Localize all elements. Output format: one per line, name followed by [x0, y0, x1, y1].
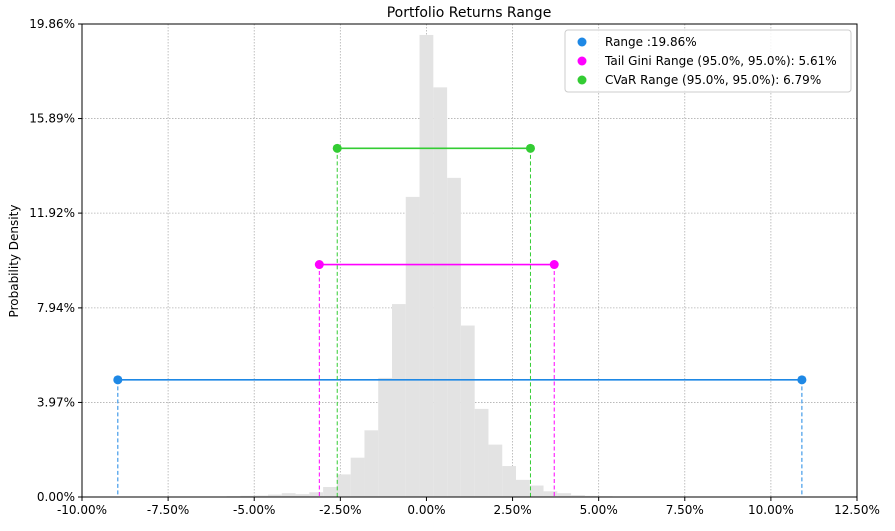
histogram-bar: [240, 495, 255, 497]
histogram-bar: [447, 177, 461, 497]
axes: -10.00% -7.50% -5.00% -2.50% 0.00% 2.50% 5.00%…: [29, 17, 880, 517]
histogram-bar: [336, 474, 351, 497]
y-tick-label: 11.92%: [29, 206, 75, 220]
histogram-bar: [268, 494, 282, 497]
legend-box: [564, 29, 852, 93]
legend-entry-label: CVaR Range (95.0%, 95.0%): 6.79%: [605, 73, 821, 87]
histogram-bar: [254, 495, 268, 497]
legend-marker: [577, 37, 587, 47]
x-tick-label: 5.00%: [580, 503, 618, 517]
range-endpoint-marker: [314, 260, 324, 270]
range-endpoint-marker: [113, 375, 123, 385]
y-tick-label: 15.89%: [29, 112, 75, 126]
histogram-bar: [571, 495, 585, 497]
x-tick-label: 7.50%: [666, 503, 704, 517]
histogram-bar: [488, 444, 503, 497]
range-endpoint-marker: [525, 143, 535, 153]
histogram-bar: [295, 494, 310, 497]
x-tick-label: 10.00%: [748, 503, 794, 517]
legend: Range :19.86% Tail Gini Range (95.0%, 95.…: [564, 29, 852, 93]
x-tick-label: 0.00%: [407, 503, 445, 517]
histogram-bar: [281, 493, 296, 497]
histogram-bar: [405, 196, 420, 497]
y-tick-label: 3.97%: [37, 395, 75, 409]
y-tick-label: 19.86%: [29, 17, 75, 31]
histogram-bar: [392, 304, 406, 497]
histogram-bar: [516, 479, 530, 497]
x-tick-label: -2.50%: [319, 503, 361, 517]
histogram: [212, 34, 613, 497]
histogram-bar: [364, 430, 379, 497]
histogram-bar: [460, 325, 475, 497]
x-tick-label: -7.50%: [147, 503, 189, 517]
y-axis-label: Probability Density: [7, 205, 21, 318]
histogram-bar: [323, 486, 337, 497]
histogram-bar: [309, 492, 324, 497]
range-endpoint-marker: [549, 260, 559, 270]
histogram-bar: [419, 34, 434, 497]
range-endpoint-marker: [797, 375, 807, 385]
legend-entry-label: Tail Gini Range (95.0%, 95.0%): 5.61%: [604, 54, 837, 68]
legend-marker: [577, 75, 587, 85]
legend-marker: [577, 56, 587, 66]
x-tick-label: -5.00%: [233, 503, 275, 517]
histogram-bar: [529, 485, 544, 497]
histogram-bar: [502, 466, 516, 497]
plot-frame: [81, 23, 858, 498]
histogram-bar: [584, 495, 599, 497]
histogram-bar: [543, 491, 558, 497]
x-tick-label: 2.50%: [493, 503, 531, 517]
histogram-bar: [557, 493, 572, 497]
y-tick-label: 0.00%: [37, 490, 75, 504]
legend-entry-label: Range :19.86%: [605, 35, 697, 49]
histogram-bar: [433, 87, 448, 497]
chart-title: Portfolio Returns Range: [387, 5, 552, 21]
range-lines: [113, 143, 807, 497]
histogram-bar: [350, 457, 365, 497]
histogram-bar: [474, 408, 489, 497]
x-tick-label: -10.00%: [57, 503, 107, 517]
y-tick-label: 7.94%: [37, 301, 75, 315]
x-tick-label: 12.50%: [834, 503, 880, 517]
histogram-bar: [378, 377, 392, 497]
range-endpoint-marker: [332, 143, 342, 153]
